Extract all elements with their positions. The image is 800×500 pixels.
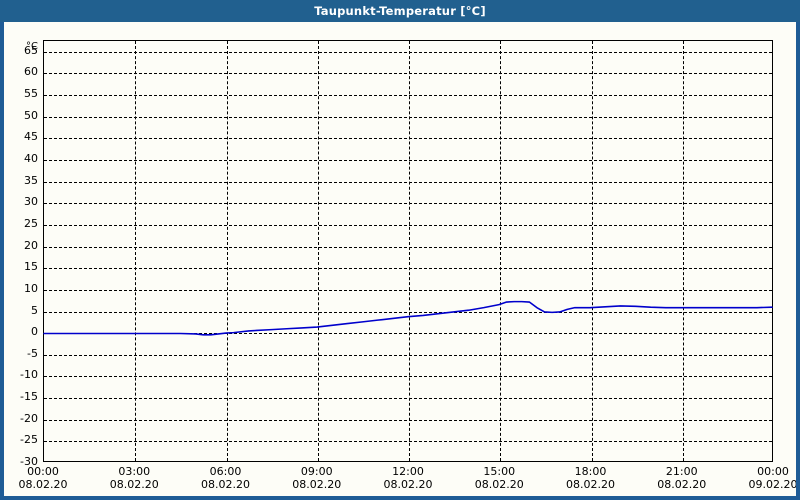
gridline-horizontal — [44, 419, 772, 421]
y-axis-tick-label: 0 — [31, 325, 38, 339]
x-axis-time-label: 21:00 — [665, 465, 698, 478]
y-axis-tick-label: -25 — [20, 433, 38, 447]
gridline-vertical — [135, 41, 137, 461]
x-axis-date-label: 08.02.20 — [383, 478, 433, 491]
x-axis-time-label: 03:00 — [118, 465, 151, 478]
x-axis-tick-label: 12:00 08.02.20 — [368, 465, 448, 491]
gridline-horizontal — [44, 311, 772, 313]
gridline-vertical — [682, 41, 684, 461]
x-axis-date-label: 08.02.20 — [657, 478, 707, 491]
gridline-horizontal — [44, 289, 772, 291]
y-axis-tick-label: 5 — [31, 303, 38, 317]
gridline-horizontal — [44, 51, 772, 53]
x-axis-time-label: 00:00 — [27, 465, 59, 478]
y-axis-tick-label: -5 — [27, 346, 38, 360]
x-axis-tick-label: 09:00 08.02.20 — [277, 465, 357, 491]
x-axis-date-label: 08.02.20 — [474, 478, 524, 491]
x-axis-tick-label: 18:00 08.02.20 — [551, 465, 631, 491]
x-axis-date-label: 09.02.20 — [748, 478, 797, 491]
gridline-horizontal — [44, 441, 772, 443]
gridline-horizontal — [44, 95, 772, 97]
title-bar: Taupunkt-Temperatur [°C] — [0, 0, 800, 22]
gridline-horizontal — [44, 181, 772, 183]
gridline-horizontal — [44, 398, 772, 400]
gridline-vertical — [317, 41, 319, 461]
x-axis-time-label: 18:00 — [574, 465, 607, 478]
x-axis-date-label: 08.02.20 — [109, 478, 159, 491]
x-axis-date-label: 08.02.20 — [201, 478, 250, 491]
y-axis-unit-label: °C — [26, 41, 38, 52]
x-axis-time-label: 15:00 — [483, 465, 516, 478]
gridline-horizontal — [44, 354, 772, 356]
y-axis-tick-label: 25 — [24, 216, 38, 230]
x-axis-tick-label: 03:00 08.02.20 — [94, 465, 174, 491]
y-axis-tick-label: -30 — [20, 455, 38, 468]
gridline-vertical — [500, 41, 502, 461]
x-axis-date-label: 08.02.20 — [18, 478, 68, 491]
gridline-horizontal — [44, 116, 772, 118]
y-axis-tick-label: 10 — [24, 281, 38, 295]
y-axis-tick-label: 35 — [24, 173, 38, 187]
x-axis-time-label: 09:00 — [300, 465, 333, 478]
y-axis-tick-label: -20 — [20, 411, 38, 425]
gridline-vertical — [409, 41, 410, 461]
x-axis-time-label: 06:00 — [209, 465, 242, 478]
x-axis-date-label: 08.02.20 — [566, 478, 615, 491]
gridline-horizontal — [44, 376, 772, 378]
gridline-horizontal — [44, 333, 772, 335]
y-axis-tick-label: 65 — [24, 43, 38, 57]
x-axis-tick-label: 21:00 08.02.20 — [642, 465, 722, 491]
gridline-horizontal — [44, 268, 772, 270]
x-axis-tick-label: 00:00 09.02.20 — [733, 465, 797, 491]
x-axis-time-label: 12:00 — [392, 465, 424, 478]
page-title: Taupunkt-Temperatur [°C] — [314, 4, 486, 18]
chart-content: °C 65 60 55 50 45 40 35 30 25 20 15 10 5 0 -5 -10 -15 -20… — [4, 22, 796, 496]
gridline-horizontal — [44, 73, 772, 75]
y-axis-tick-label: 40 — [24, 152, 38, 166]
x-axis-tick-label: 15:00 08.02.20 — [459, 465, 539, 491]
y-axis-tick-label: 50 — [24, 108, 38, 122]
y-axis-tick-label: 60 — [24, 65, 38, 79]
gridline-horizontal — [44, 160, 772, 162]
gridline-horizontal — [44, 224, 772, 226]
x-axis-time-label: 00:00 — [757, 465, 789, 478]
gridline-vertical — [591, 41, 593, 461]
x-axis-tick-label: 06:00 08.02.20 — [186, 465, 266, 491]
gridline-vertical — [226, 41, 228, 461]
x-axis-tick-label: 00:00 08.02.20 — [4, 465, 83, 491]
y-axis-tick-label: 55 — [24, 87, 38, 101]
data-line — [43, 300, 773, 336]
y-axis-tick-label: -10 — [20, 368, 38, 382]
y-axis-tick-label: 45 — [24, 130, 38, 144]
plot-area — [43, 40, 773, 462]
y-axis-tick-label: 20 — [24, 238, 38, 252]
y-axis-tick-label: 15 — [24, 260, 38, 274]
gridline-horizontal — [44, 246, 772, 248]
gridline-horizontal — [44, 203, 772, 205]
y-axis-tick-label: -15 — [20, 390, 38, 404]
y-axis-tick-label: 30 — [24, 195, 38, 209]
x-axis-date-label: 08.02.20 — [292, 478, 342, 491]
series-line-taupunkt — [43, 300, 773, 336]
gridline-horizontal — [44, 138, 772, 140]
